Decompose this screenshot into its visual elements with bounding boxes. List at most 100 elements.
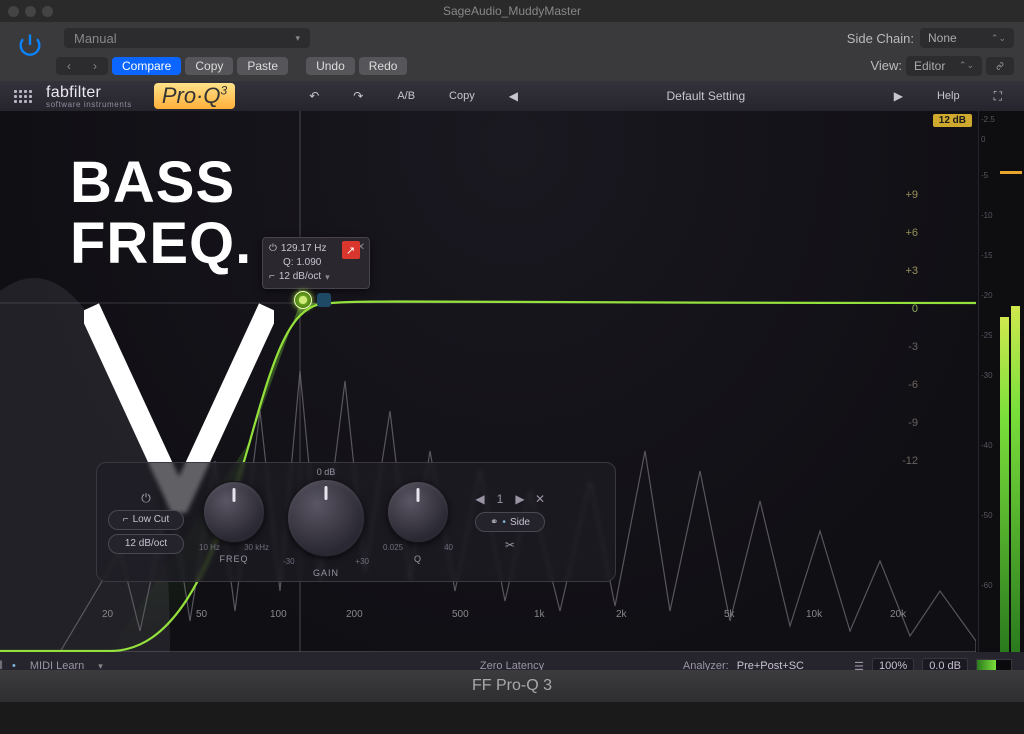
y-axis-label: 0: [912, 303, 918, 315]
fabfilter-logo: fabfilter software instruments: [14, 84, 132, 109]
y-axis-label: -6: [908, 379, 918, 391]
compare-button[interactable]: Compare: [112, 57, 181, 75]
band-handle[interactable]: S: [294, 291, 312, 309]
x-axis-label: 5k: [724, 609, 735, 620]
plugin-undo-button[interactable]: ↶: [301, 89, 327, 103]
ab-copy-button[interactable]: Copy: [441, 90, 483, 102]
overlay-text: BASS FREQ.: [70, 153, 252, 275]
gain-knob[interactable]: [287, 479, 365, 557]
traffic-lights: [8, 6, 53, 17]
x-axis-label: 10k: [806, 609, 822, 620]
traffic-max[interactable]: [42, 6, 53, 17]
y-axis-label: +3: [905, 265, 918, 277]
db-range-badge[interactable]: 12 dB: [933, 114, 972, 127]
freq-knob[interactable]: [203, 481, 265, 543]
chevron-down-icon: ▾: [295, 33, 300, 44]
meter-tick: -60: [981, 581, 993, 590]
host-footer: FF Pro-Q 3: [0, 670, 1024, 702]
x-axis-label: 200: [346, 609, 363, 620]
link-button[interactable]: [986, 57, 1014, 75]
split-band-button[interactable]: ✂: [503, 538, 517, 552]
band-slope: 12 dB/oct: [279, 270, 321, 284]
help-button[interactable]: Help: [929, 90, 968, 102]
y-axis-label: -9: [908, 417, 918, 429]
preset-nav: ‹ ›: [56, 57, 108, 75]
meter-tick: -30: [981, 371, 993, 380]
view-select[interactable]: Editor ⌃⌄: [906, 56, 982, 76]
brand-name: fabfilter: [46, 84, 101, 101]
chevron-updown-icon: ⌃⌄: [991, 33, 1006, 44]
band-q: Q: 1.090: [283, 256, 321, 270]
output-meter: -2.50-5-10-15-20-25-30-40-50-60: [978, 111, 1024, 652]
view-value: Editor: [914, 59, 945, 73]
filter-slope-select[interactable]: 12 dB/oct: [108, 534, 184, 554]
q-knob-group: 0.025 40 Q: [383, 481, 453, 564]
meter-tick: -2.5: [981, 115, 995, 124]
meter-tick: -15: [981, 251, 993, 260]
q-knob[interactable]: [387, 481, 449, 543]
copy-button[interactable]: Copy: [185, 57, 233, 75]
power-icon[interactable]: ⏻: [269, 242, 277, 256]
fullscreen-button[interactable]: ⛶: [986, 89, 1010, 104]
link-icon: ⚭: [490, 517, 498, 528]
meter-bar-right: [1011, 306, 1020, 652]
x-axis-label: 2k: [616, 609, 627, 620]
host-toolbar: Manual ▾ Side Chain: None ⌃⌄: [0, 22, 1024, 54]
band-close-button[interactable]: ✕: [533, 492, 547, 506]
preset-next[interactable]: ▶: [886, 89, 911, 103]
band-control-panel: ⏻ ⌐ Low Cut 12 dB/oct 10 Hz 30 kHz FREQ …: [96, 462, 616, 582]
preset-prev-button[interactable]: ‹: [56, 57, 82, 75]
plugin-window: fabfilter software instruments Pro·Q3 ↶ …: [0, 81, 1024, 702]
gain-knob-group: 0 dB -30 +30 GAIN: [283, 467, 369, 578]
sidechain-select[interactable]: None ⌃⌄: [920, 28, 1014, 48]
meter-tick: -20: [981, 291, 993, 300]
band-number: 1: [493, 492, 507, 506]
meter-tick: -50: [981, 511, 993, 520]
brand-sub: software instruments: [46, 100, 132, 109]
plugin-preset-name[interactable]: Default Setting: [544, 89, 868, 103]
traffic-close[interactable]: [8, 6, 19, 17]
traffic-min[interactable]: [25, 6, 36, 17]
band-prev-button[interactable]: ◀: [473, 492, 487, 506]
product-badge: Pro·Q3: [154, 83, 235, 109]
preset-next-button[interactable]: ›: [82, 57, 108, 75]
x-axis-label: 500: [452, 609, 469, 620]
plugin-redo-button[interactable]: ↷: [345, 89, 371, 103]
meter-tick: -5: [981, 171, 988, 180]
ab-button[interactable]: A/B: [389, 90, 423, 102]
window-titlebar: SageAudio_MuddyMaster: [0, 0, 1024, 22]
window-title: SageAudio_MuddyMaster: [443, 4, 581, 18]
eq-display[interactable]: +9+6+30-3-6-9-12 20501002005001k2k5k10k2…: [0, 111, 976, 652]
band-next-button[interactable]: ▶: [513, 492, 527, 506]
sidechain-label: Side Chain:: [847, 31, 914, 46]
x-axis-label: 1k: [534, 609, 545, 620]
meter-tick: -10: [981, 211, 993, 220]
filter-shape-select[interactable]: ⌐ Low Cut: [108, 510, 184, 530]
x-axis-label: 50: [196, 609, 207, 620]
x-axis-label: 20k: [890, 609, 906, 620]
chevron-down-icon[interactable]: ▾: [325, 270, 330, 284]
y-axis-label: +6: [905, 227, 918, 239]
band-freq: 129.17 Hz: [281, 242, 327, 256]
redo-button[interactable]: Redo: [359, 57, 408, 75]
view-label: View:: [870, 58, 902, 73]
preset-prev[interactable]: ◀: [501, 89, 526, 103]
band-side-tag: S: [320, 294, 326, 304]
band-power-button[interactable]: ⏻: [141, 491, 151, 506]
y-axis-label: -3: [908, 341, 918, 353]
cursor-icon: [342, 241, 360, 259]
host-preset-select[interactable]: Manual ▾: [64, 28, 310, 48]
freq-knob-group: 10 Hz 30 kHz FREQ: [199, 481, 269, 564]
y-axis-label: +9: [905, 189, 918, 201]
y-axis-label: -12: [902, 455, 918, 467]
sidechain-value: None: [928, 31, 957, 45]
placement-select[interactable]: ⚭ • Side: [475, 512, 545, 532]
plugin-power-button[interactable]: [10, 25, 50, 65]
meter-tick: 0: [981, 135, 985, 144]
host-toolbar-2: ‹ › Compare Copy Paste Undo Redo View: E…: [0, 54, 1024, 81]
paste-button[interactable]: Paste: [237, 57, 288, 75]
plugin-header: fabfilter software instruments Pro·Q3 ↶ …: [0, 81, 1024, 111]
chevron-updown-icon: ⌃⌄: [959, 60, 974, 71]
undo-button[interactable]: Undo: [306, 57, 355, 75]
x-axis-label: 100: [270, 609, 287, 620]
